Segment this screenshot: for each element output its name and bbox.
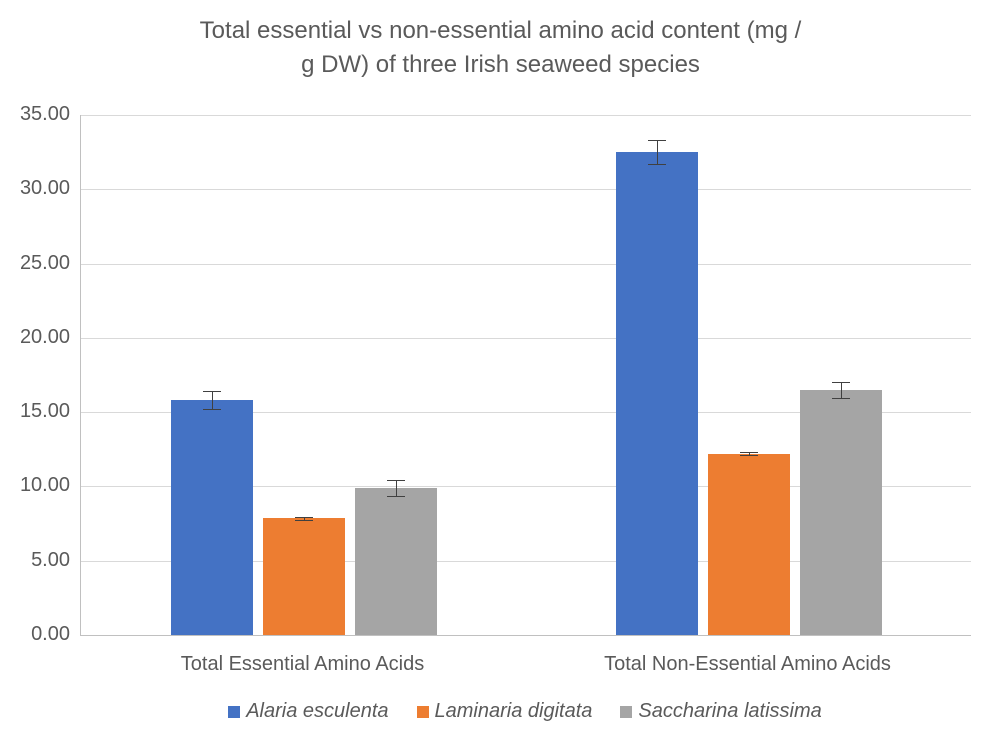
error-bar-cap bbox=[295, 520, 313, 521]
error-bar-cap bbox=[203, 391, 221, 392]
legend-swatch bbox=[417, 706, 429, 718]
error-bar bbox=[657, 140, 658, 164]
y-tick-label: 30.00 bbox=[0, 177, 70, 200]
y-tick-label: 25.00 bbox=[0, 252, 70, 275]
bar bbox=[263, 518, 345, 635]
legend-swatch bbox=[228, 706, 240, 718]
bar bbox=[355, 488, 437, 635]
legend-item: Saccharina latissima bbox=[620, 700, 821, 723]
bar bbox=[616, 152, 698, 635]
y-tick-label: 20.00 bbox=[0, 326, 70, 349]
x-category-label: Total Non-Essential Amino Acids bbox=[525, 653, 970, 676]
error-bar-cap bbox=[203, 409, 221, 410]
bar bbox=[708, 454, 790, 635]
error-bar bbox=[396, 480, 397, 496]
chart-title: Total essential vs non-essential amino a… bbox=[0, 14, 1001, 82]
error-bar-cap bbox=[740, 455, 758, 456]
error-bar-cap bbox=[387, 480, 405, 481]
x-category-label: Total Essential Amino Acids bbox=[80, 653, 525, 676]
error-bar-cap bbox=[832, 382, 850, 383]
y-tick-label: 15.00 bbox=[0, 400, 70, 423]
chart-title-line-1: g DW) of three Irish seaweed species bbox=[0, 48, 1001, 82]
gridline bbox=[81, 264, 971, 265]
error-bar-cap bbox=[832, 398, 850, 399]
gridline bbox=[81, 338, 971, 339]
legend-label: Alaria esculenta bbox=[246, 700, 388, 723]
error-bar bbox=[841, 382, 842, 398]
legend-item: Laminaria digitata bbox=[417, 700, 593, 723]
error-bar bbox=[212, 391, 213, 409]
error-bar-cap bbox=[387, 496, 405, 497]
legend-label: Laminaria digitata bbox=[435, 700, 593, 723]
error-bar-cap bbox=[740, 452, 758, 453]
error-bar-cap bbox=[295, 517, 313, 518]
legend-label: Saccharina latissima bbox=[638, 700, 821, 723]
bar bbox=[171, 400, 253, 635]
gridline bbox=[81, 189, 971, 190]
chart-title-line-0: Total essential vs non-essential amino a… bbox=[0, 14, 1001, 48]
y-tick-label: 35.00 bbox=[0, 103, 70, 126]
chart-container: Total essential vs non-essential amino a… bbox=[0, 0, 1001, 756]
legend-item: Alaria esculenta bbox=[228, 700, 388, 723]
legend: Alaria esculenta Laminaria digitata Saccha… bbox=[80, 700, 970, 723]
bar bbox=[800, 390, 882, 635]
plot-area bbox=[80, 115, 971, 636]
y-tick-label: 0.00 bbox=[0, 623, 70, 646]
y-tick-label: 10.00 bbox=[0, 474, 70, 497]
error-bar-cap bbox=[648, 164, 666, 165]
legend-swatch bbox=[620, 706, 632, 718]
y-tick-label: 5.00 bbox=[0, 549, 70, 572]
gridline bbox=[81, 115, 971, 116]
error-bar-cap bbox=[648, 140, 666, 141]
